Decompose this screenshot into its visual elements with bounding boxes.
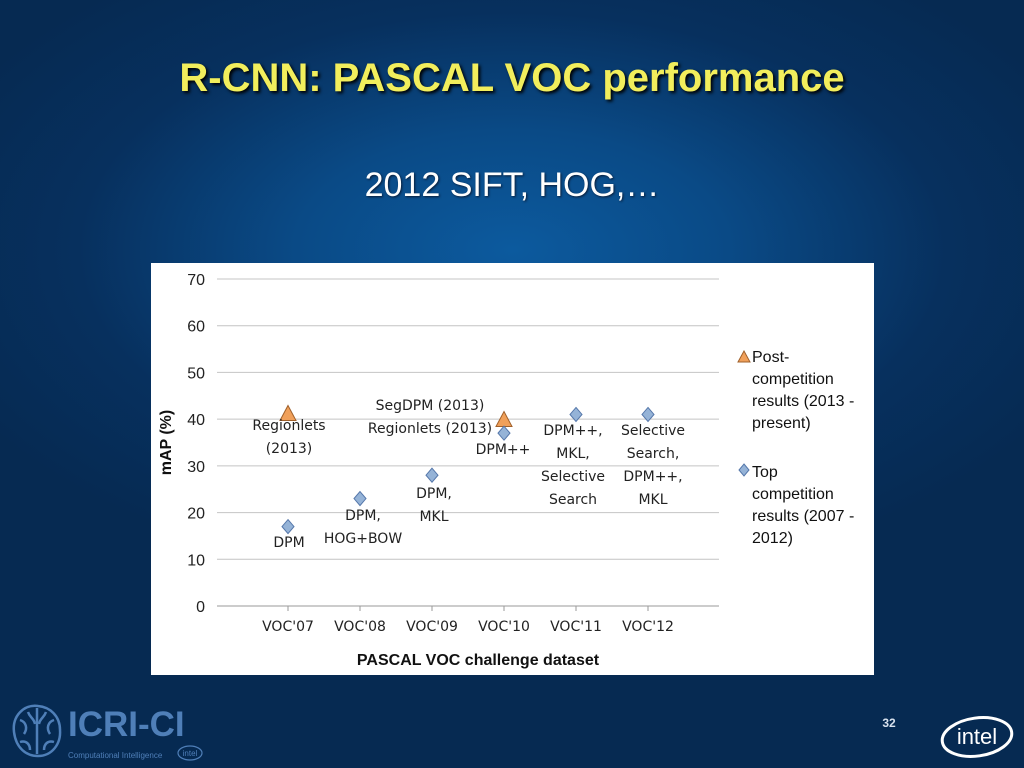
legend-label-post-competition: Post- competition results (2013 - presen… xyxy=(752,349,855,432)
y-tick-label: 20 xyxy=(187,506,205,523)
diamond-point xyxy=(641,406,655,423)
triangle-point xyxy=(279,404,297,421)
y-tick-label: 60 xyxy=(187,319,205,336)
annotation-dpmpp-voc10: DPM++ xyxy=(475,442,531,458)
y-tick-label: 10 xyxy=(187,552,205,569)
diamond-point xyxy=(497,425,511,441)
x-tick-label: VOC'07 xyxy=(262,619,314,635)
y-tick-label: 50 xyxy=(187,365,205,382)
diamond-point xyxy=(569,406,583,423)
svg-text:intel: intel xyxy=(183,749,198,758)
slide-title: R-CNN: PASCAL VOC performance xyxy=(179,56,845,100)
y-tick-label: 0 xyxy=(196,599,205,616)
slide-subtitle: 2012 SIFT, HOG,… xyxy=(364,166,660,204)
svg-text:ICRI-CI: ICRI-CI xyxy=(68,705,185,744)
legend-triangle-marker xyxy=(737,350,751,363)
annotation-dpmpp-mkl-ss-voc11: DPM++, MKL, Selective Search xyxy=(541,423,605,508)
page-number: 32 xyxy=(882,716,896,730)
svg-text:intel: intel xyxy=(957,724,997,749)
x-tick-label: VOC'10 xyxy=(478,619,530,635)
diamond-point xyxy=(425,467,439,483)
annotation-regionlets-voc07: Regionlets (2013) xyxy=(252,418,326,457)
brain-icon xyxy=(12,704,62,758)
diamond-point xyxy=(281,518,295,535)
y-tick-label: 70 xyxy=(187,272,205,289)
annotation-dpm-hogbow-voc08: DPM, HOG+BOW xyxy=(323,508,403,547)
y-axis-title: mAP (%) xyxy=(158,410,175,476)
diamond-point xyxy=(353,490,367,507)
intel-logo: intel xyxy=(940,716,1014,758)
annotation-dpm-mkl-voc09: DPM, MKL xyxy=(416,486,452,525)
y-tick-label: 30 xyxy=(187,459,205,476)
legend-label-top-competition: Top competition results (2007 - 2012) xyxy=(752,464,855,547)
chart-plot: 0 10 20 30 40 50 60 70 VOC'07 VOC'08 VOC'09 VOC'10 V… xyxy=(158,272,719,669)
x-axis-title: PASCAL VOC challenge dataset xyxy=(357,652,600,669)
annotation-dpm-voc07: DPM xyxy=(273,535,305,551)
legend-diamond-marker xyxy=(738,463,750,477)
annotation-segdpm-regionlets-voc10: SegDPM (2013) Regionlets (2013) xyxy=(367,398,493,437)
x-tick-label: VOC'11 xyxy=(550,619,602,635)
x-tick-label: VOC'08 xyxy=(334,619,386,635)
x-tick-label: VOC'09 xyxy=(406,619,458,635)
y-tick-label: 40 xyxy=(187,412,205,429)
svg-text:Computational Intelligence: Computational Intelligence xyxy=(68,751,163,760)
x-tick-label: VOC'12 xyxy=(622,619,674,635)
chart-panel: 0 10 20 30 40 50 60 70 VOC'07 VOC'08 VOC'09 VOC'10 V… xyxy=(151,263,874,675)
annotation-ss-dpmpp-mkl-voc12: Selective Search, DPM++, MKL xyxy=(621,423,685,508)
icri-ci-logo: ICRI-CI Computational Intelligence intel xyxy=(12,704,203,761)
